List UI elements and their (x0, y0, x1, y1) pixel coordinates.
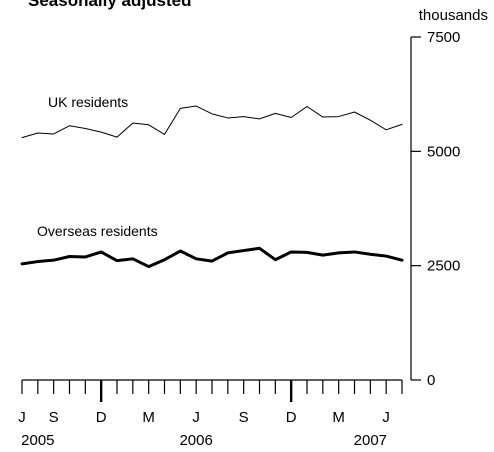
y-tick-label: 2500 (427, 258, 460, 275)
x-year-label: 2006 (179, 432, 212, 449)
x-month-label: M (332, 409, 345, 426)
y-tick-label: 5000 (427, 143, 460, 160)
series-line-uk-residents (21, 105, 403, 139)
x-month-label: M (142, 409, 155, 426)
x-month-label: J (192, 409, 200, 426)
x-axis-ticks (21, 380, 403, 402)
x-month-label: J (382, 409, 390, 426)
series-line-overseas-residents (20, 246, 404, 269)
series-label-uk-residents: UK residents (48, 94, 128, 110)
y-unit-label: thousands (419, 7, 488, 24)
y-tick-label: 0 (427, 372, 435, 389)
x-year-label: 2005 (21, 432, 54, 449)
x-month-label: J (18, 409, 26, 426)
x-month-label: S (49, 409, 59, 426)
x-year-label: 2007 (354, 432, 387, 449)
x-month-label: D (96, 409, 107, 426)
series-label-overseas-residents: Overseas residents (37, 223, 158, 239)
x-axis-labels: J S D M J S D M J 2005 2006 2007 (18, 409, 390, 449)
x-month-label: S (239, 409, 249, 426)
series-lines (20, 105, 404, 269)
y-axis-ticks: 0 2500 5000 7500 (411, 29, 460, 389)
y-tick-label: 7500 (427, 29, 460, 46)
x-month-label: D (286, 409, 297, 426)
chart-title: Seasonally adjusted (28, 0, 191, 10)
